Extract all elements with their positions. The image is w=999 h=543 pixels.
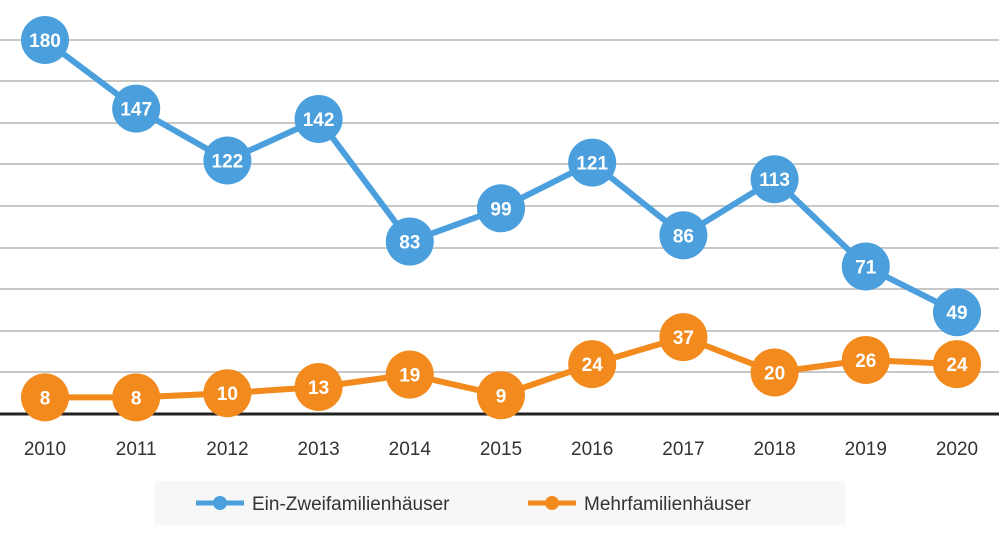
series-2: 8 8 10 13 19 9 24 37 20 26 24: [21, 313, 981, 422]
data-label: 19: [399, 366, 420, 387]
data-label: 71: [855, 257, 877, 278]
x-tick-label: 2020: [936, 439, 978, 460]
data-label: 24: [582, 355, 604, 376]
data-label: 8: [131, 388, 142, 409]
data-point: [112, 84, 161, 133]
legend-item-series-2: Mehrfamilienhäuser: [528, 494, 752, 515]
data-point: [750, 155, 799, 204]
legend-marker-series-1: [213, 496, 227, 510]
data-label: 9: [496, 386, 507, 407]
data-point: [841, 335, 890, 384]
data-label: 180: [29, 31, 61, 52]
x-tick-label: 2010: [24, 439, 66, 460]
data-label: 8: [40, 388, 51, 409]
x-tick-label: 2011: [116, 439, 157, 460]
data-point: [385, 217, 434, 266]
data-point: [21, 16, 69, 64]
series-layer: 180 147 122 142 83 99 121 86 113 71 49 8 8 10 13 19 9 24 3…: [21, 16, 981, 422]
data-point: [203, 136, 252, 185]
legend-item-series-1: Ein-Zweifamilienhäuser: [196, 494, 450, 515]
x-tick-label: 2012: [206, 439, 248, 460]
data-point: [933, 340, 981, 389]
x-tick-label: 2016: [571, 439, 613, 460]
data-label: 20: [764, 363, 785, 384]
data-label: 86: [673, 226, 694, 247]
data-point: [112, 373, 161, 422]
data-point: [477, 371, 525, 420]
data-label: 99: [490, 199, 511, 220]
data-point: [477, 184, 525, 233]
x-tick-label: 2018: [753, 439, 795, 460]
data-label: 13: [308, 378, 329, 399]
data-label: 10: [217, 384, 238, 405]
data-point: [933, 288, 981, 337]
data-point: [203, 369, 252, 418]
data-point: [568, 340, 617, 389]
data-label: 37: [673, 328, 694, 349]
data-label: 142: [303, 110, 335, 131]
x-tick-label: 2014: [389, 439, 432, 460]
data-label: 83: [399, 233, 420, 254]
data-label: 26: [855, 351, 876, 372]
x-tick-label: 2013: [297, 439, 339, 460]
series-1: 180 147 122 142 83 99 121 86 113 71 49: [21, 16, 981, 337]
data-label: 113: [759, 170, 790, 191]
data-point: [659, 211, 708, 260]
data-point: [21, 373, 69, 422]
data-label: 121: [576, 154, 608, 175]
data-point: [385, 350, 434, 399]
x-axis-tick-labels: 2010 2011 2012 2013 2014 2015 2016 2017 2018 2019…: [24, 439, 978, 460]
data-label: 122: [212, 152, 244, 173]
x-tick-label: 2017: [662, 439, 704, 460]
legend-background: [155, 481, 845, 525]
data-label: 147: [120, 100, 152, 121]
data-point: [841, 242, 890, 291]
legend-marker-series-2: [545, 496, 559, 510]
legend-label-series-1: Ein-Zweifamilienhäuser: [252, 494, 450, 515]
data-point: [659, 313, 708, 362]
x-tick-label: 2019: [845, 439, 887, 460]
data-label: 24: [946, 355, 968, 376]
x-tick-label: 2015: [480, 439, 522, 460]
data-point: [568, 138, 617, 187]
legend: Ein-Zweifamilienhäuser Mehrfamilienhäuse…: [155, 481, 845, 525]
data-label: 49: [946, 303, 967, 324]
data-point: [294, 362, 343, 411]
data-point: [294, 94, 343, 143]
data-point: [750, 348, 799, 397]
legend-label-series-2: Mehrfamilienhäuser: [584, 494, 752, 515]
